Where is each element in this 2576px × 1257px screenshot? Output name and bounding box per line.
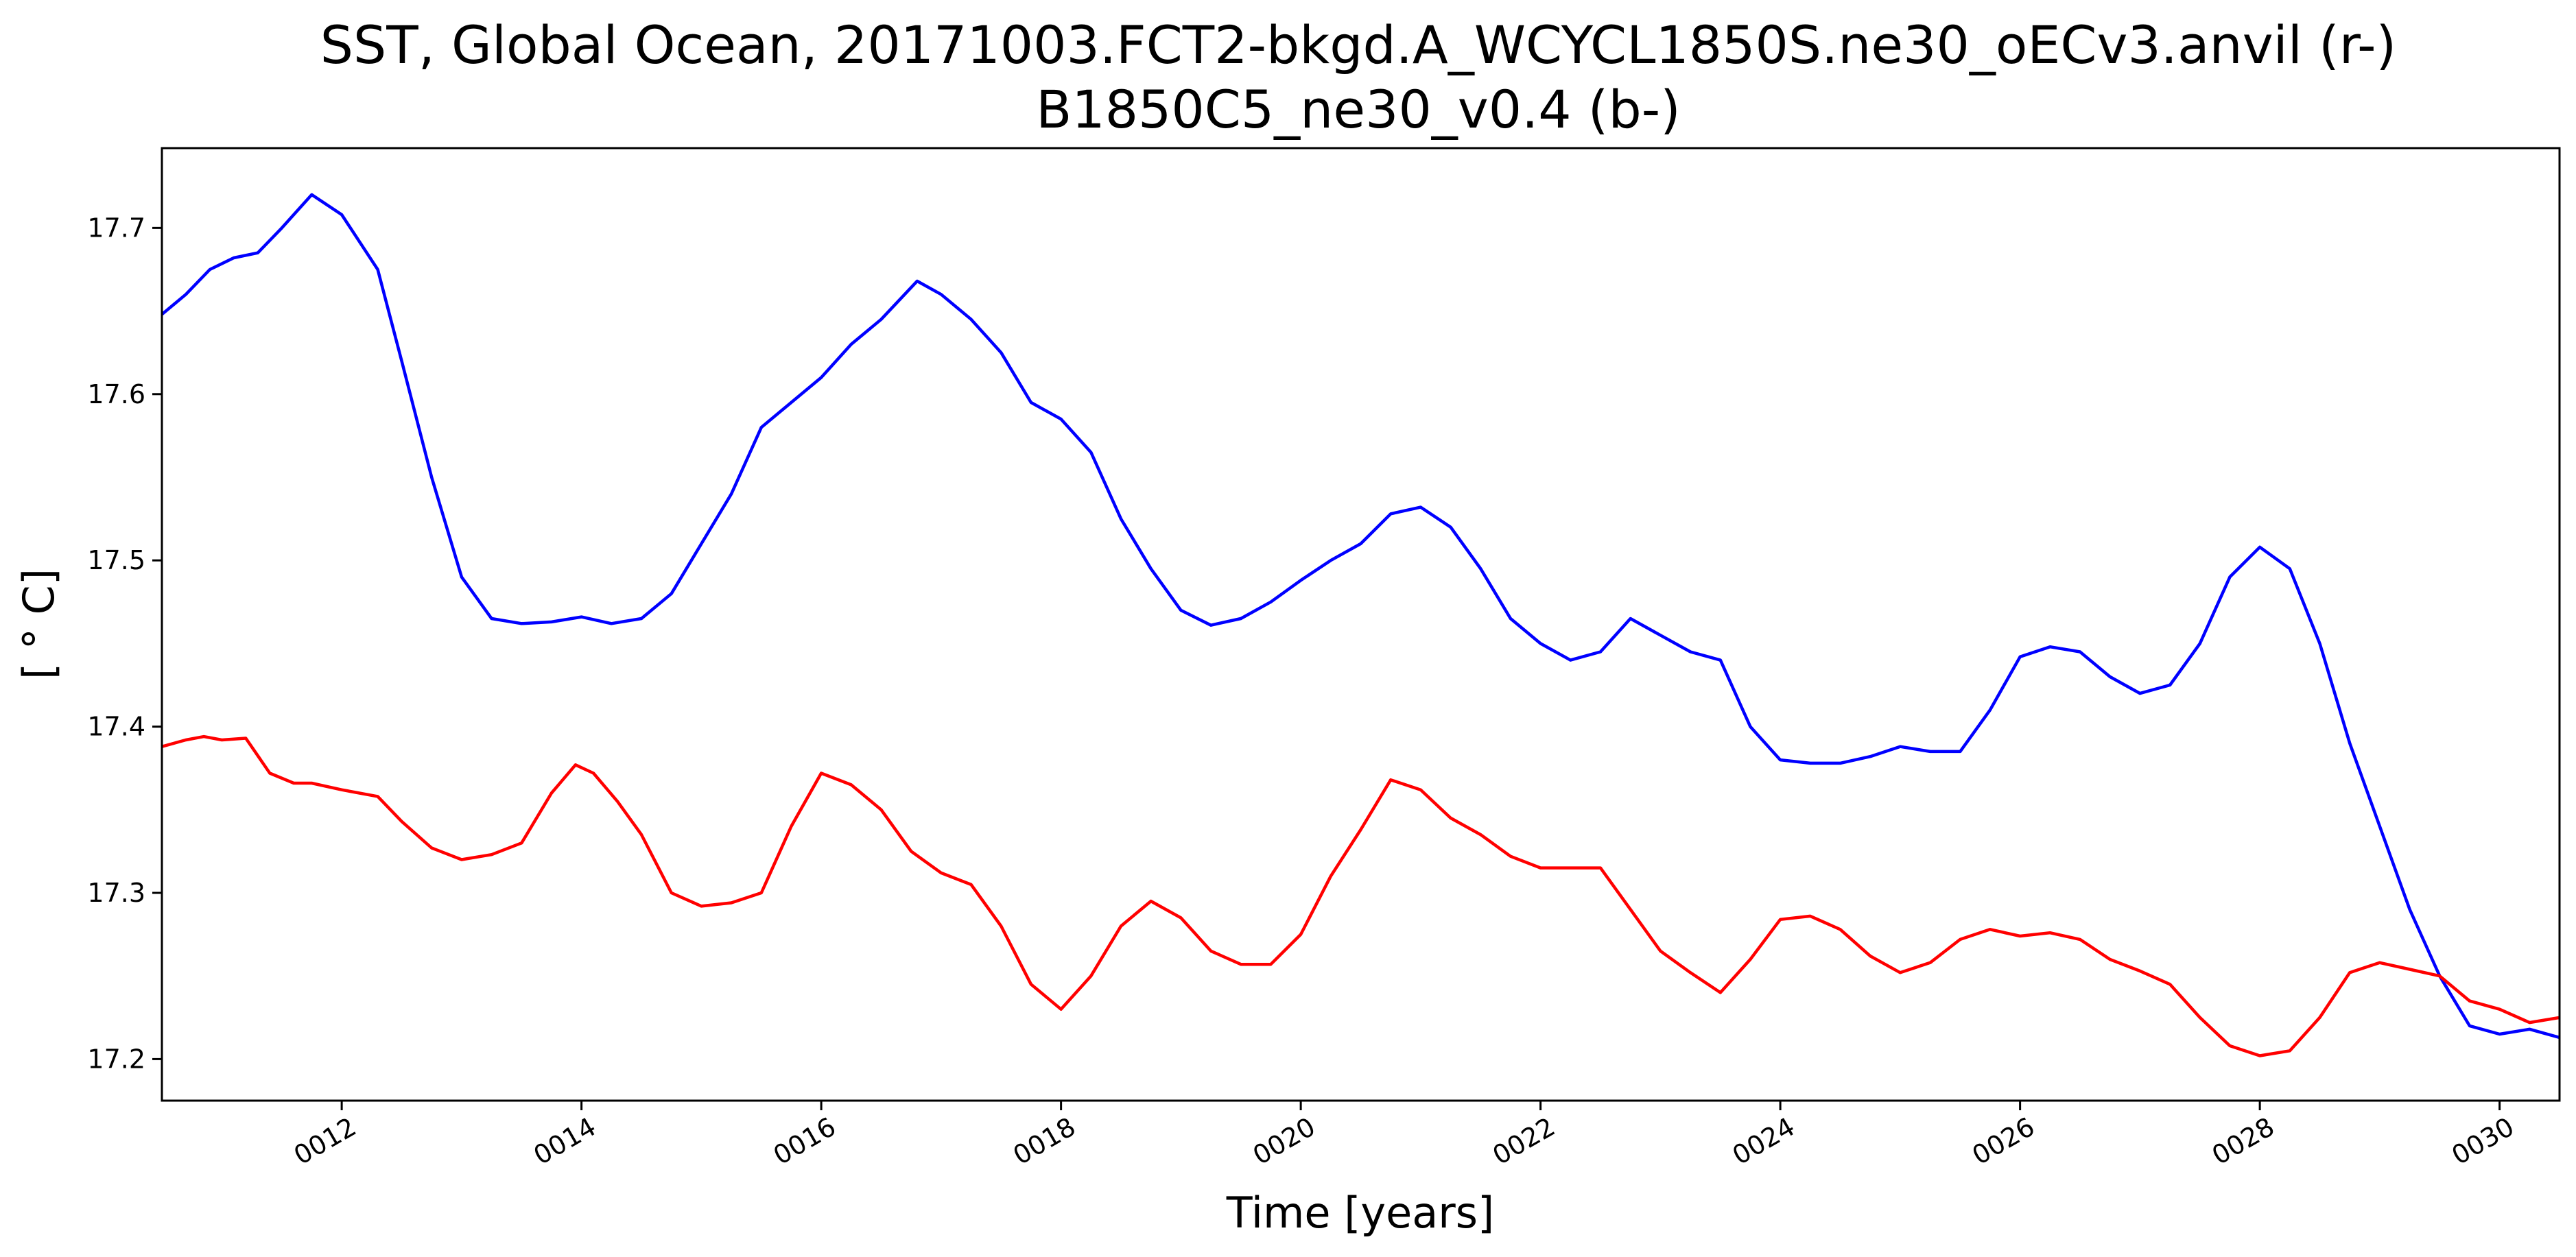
x-tick-label: 0016: [768, 1112, 841, 1171]
x-tick-label: 0018: [1008, 1112, 1080, 1171]
chart-title: SST, Global Ocean, 20171003.FCT2-bkgd.A_…: [320, 14, 2396, 75]
chart-subtitle: B1850C5_ne30_v0.4 (b-): [1036, 79, 1681, 140]
y-tick-label: 17.3: [87, 878, 145, 908]
x-axis-label: Time [years]: [1226, 1188, 1494, 1238]
y-axis-label: [ ° C]: [14, 568, 64, 680]
y-tick-label: 17.5: [87, 545, 145, 575]
x-tick-label: 0012: [289, 1112, 362, 1171]
plot-frame: [161, 147, 2561, 1102]
y-tick-label: 17.4: [87, 712, 145, 742]
y-tick-label: 17.6: [87, 379, 145, 409]
x-tick-label: 0020: [1248, 1112, 1321, 1171]
series-line-1: [162, 193, 2560, 1040]
y-tick-label: 17.7: [87, 213, 145, 243]
x-tick-label: 0030: [2446, 1112, 2519, 1171]
series-line-2: [162, 734, 2560, 1057]
x-tick-label: 0024: [1727, 1112, 1800, 1171]
x-tick-label: 0026: [1967, 1112, 2040, 1171]
x-tick-label: 0014: [528, 1112, 601, 1171]
x-tick-label: 0028: [2207, 1112, 2280, 1171]
x-tick-label: 0022: [1487, 1112, 1560, 1171]
y-tick-label: 17.2: [87, 1044, 145, 1074]
plot-area: [162, 193, 2560, 1057]
axis-ticks: 0012 0014 0016 0018 0020 0022 0024 0026 0028 0030…: [87, 213, 2519, 1171]
